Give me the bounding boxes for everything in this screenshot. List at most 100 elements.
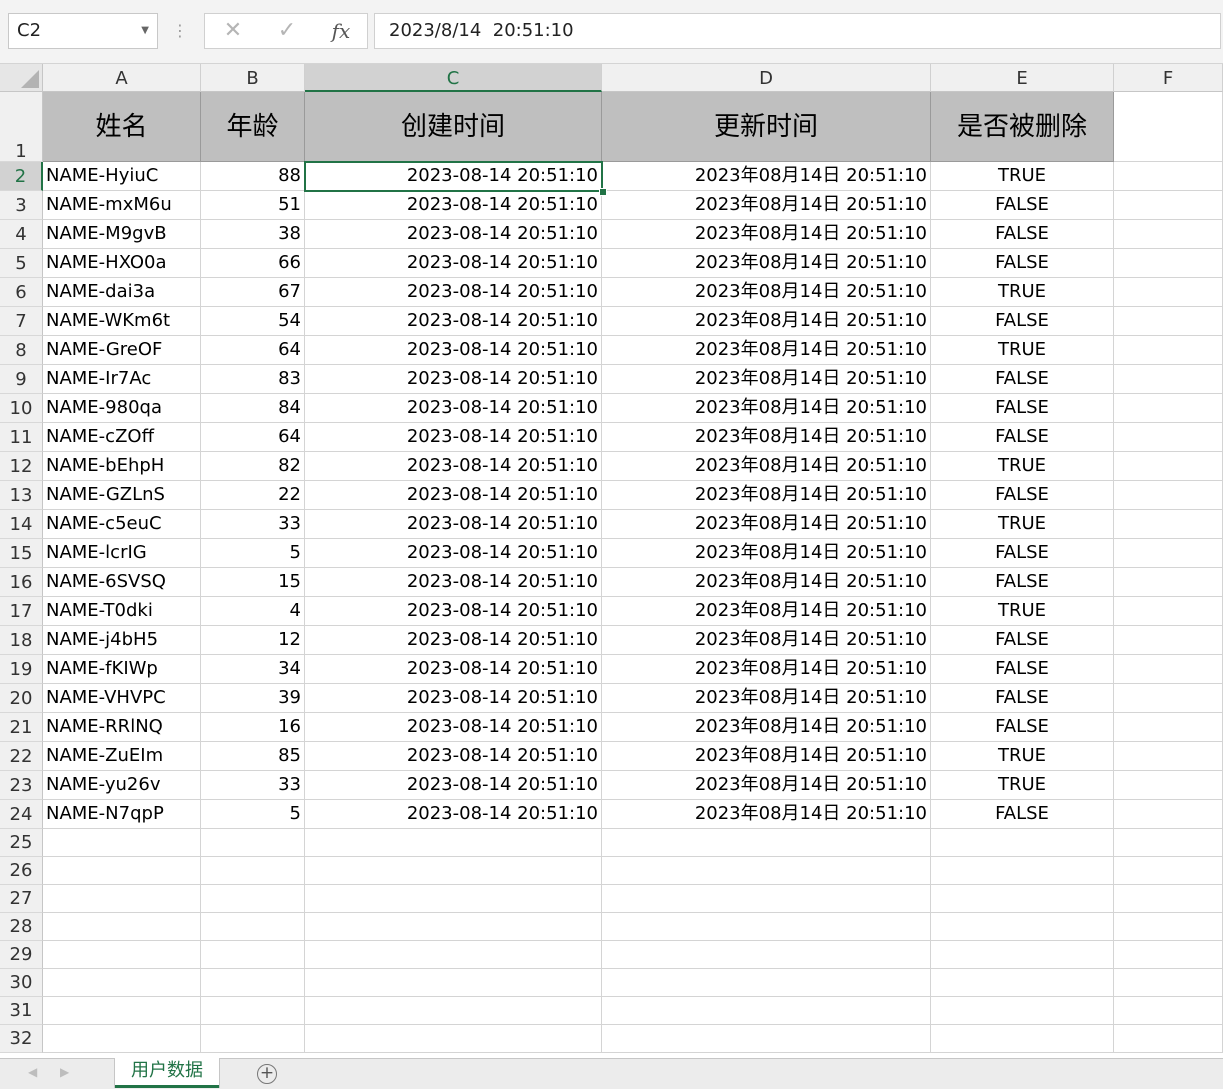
grid-cell[interactable]: 2023年08月14日 20:51:10 bbox=[602, 191, 931, 220]
grid-cell[interactable]: FALSE bbox=[931, 220, 1114, 249]
grid-cell[interactable]: FALSE bbox=[931, 365, 1114, 394]
grid-cell[interactable]: 85 bbox=[201, 742, 305, 771]
grid-cell[interactable] bbox=[1114, 597, 1223, 626]
grid-cell[interactable] bbox=[1114, 539, 1223, 568]
grid-cell[interactable]: 2023-08-14 20:51:10 bbox=[305, 162, 602, 191]
select-all-button[interactable] bbox=[0, 64, 43, 92]
row-header[interactable]: 2 bbox=[0, 162, 43, 191]
grid-cell[interactable]: NAME-ZuEIm bbox=[43, 742, 201, 771]
column-header-c[interactable]: C bbox=[305, 64, 602, 92]
row-header[interactable]: 14 bbox=[0, 510, 43, 539]
grid-cell[interactable]: NAME-Ir7Ac bbox=[43, 365, 201, 394]
grid-cell[interactable]: 2023-08-14 20:51:10 bbox=[305, 539, 602, 568]
grid-cell[interactable] bbox=[602, 969, 931, 997]
more-vertical-icon[interactable]: ⋮ bbox=[172, 21, 188, 40]
row-header[interactable]: 3 bbox=[0, 191, 43, 220]
grid-cell[interactable]: TRUE bbox=[931, 771, 1114, 800]
grid-cell[interactable]: 2023年08月14日 20:51:10 bbox=[602, 394, 931, 423]
grid-cell[interactable]: NAME-yu26v bbox=[43, 771, 201, 800]
grid-cell[interactable] bbox=[1114, 885, 1223, 913]
grid-cell[interactable] bbox=[1114, 220, 1223, 249]
grid-cell[interactable] bbox=[1114, 162, 1223, 191]
grid-cell[interactable]: NAME-HXO0a bbox=[43, 249, 201, 278]
grid-cell[interactable] bbox=[1114, 800, 1223, 829]
grid-cell[interactable]: 2023-08-14 20:51:10 bbox=[305, 568, 602, 597]
grid-cell[interactable]: 2023-08-14 20:51:10 bbox=[305, 336, 602, 365]
row-header[interactable]: 18 bbox=[0, 626, 43, 655]
grid-cell[interactable]: 2023-08-14 20:51:10 bbox=[305, 655, 602, 684]
grid-cell[interactable]: 66 bbox=[201, 249, 305, 278]
grid-cell[interactable] bbox=[602, 997, 931, 1025]
grid-cell[interactable]: 2023年08月14日 20:51:10 bbox=[602, 481, 931, 510]
grid-cell[interactable]: 2023-08-14 20:51:10 bbox=[305, 713, 602, 742]
grid-cell[interactable]: 2023-08-14 20:51:10 bbox=[305, 771, 602, 800]
grid-cell[interactable]: 83 bbox=[201, 365, 305, 394]
grid-cell[interactable]: NAME-WKm6t bbox=[43, 307, 201, 336]
grid-cell[interactable]: 16 bbox=[201, 713, 305, 742]
row-header[interactable]: 21 bbox=[0, 713, 43, 742]
grid-cell[interactable] bbox=[1114, 913, 1223, 941]
grid-cell[interactable]: FALSE bbox=[931, 713, 1114, 742]
grid-cell[interactable]: 2023-08-14 20:51:10 bbox=[305, 191, 602, 220]
header-cell[interactable]: 年龄 bbox=[201, 92, 305, 162]
grid-cell[interactable] bbox=[1114, 997, 1223, 1025]
grid-cell[interactable] bbox=[1114, 857, 1223, 885]
grid-cell[interactable] bbox=[1114, 1025, 1223, 1053]
grid-cell[interactable]: 2023-08-14 20:51:10 bbox=[305, 452, 602, 481]
grid-cell[interactable]: 2023-08-14 20:51:10 bbox=[305, 365, 602, 394]
grid-cell[interactable]: 2023-08-14 20:51:10 bbox=[305, 307, 602, 336]
grid-cell[interactable] bbox=[931, 969, 1114, 997]
grid-cell[interactable] bbox=[1114, 394, 1223, 423]
grid-cell[interactable] bbox=[1114, 969, 1223, 997]
grid-cell[interactable]: NAME-GZLnS bbox=[43, 481, 201, 510]
grid-cell[interactable]: 64 bbox=[201, 423, 305, 452]
grid-cell[interactable] bbox=[1114, 365, 1223, 394]
grid-cell[interactable] bbox=[305, 941, 602, 969]
grid-cell[interactable]: 2023年08月14日 20:51:10 bbox=[602, 510, 931, 539]
grid-cell[interactable] bbox=[201, 941, 305, 969]
grid-cell[interactable] bbox=[1114, 191, 1223, 220]
grid-cell[interactable] bbox=[931, 885, 1114, 913]
row-header[interactable]: 7 bbox=[0, 307, 43, 336]
worksheet-grid[interactable]: A B C D E F 1 2 3 4 5 6 7 8 9 10 11 12 13 14 15 16 17 18 19 20 21 2… bbox=[0, 64, 1223, 1058]
grid-cell[interactable]: 67 bbox=[201, 278, 305, 307]
header-cell[interactable]: 更新时间 bbox=[602, 92, 931, 162]
row-header[interactable]: 24 bbox=[0, 800, 43, 829]
grid-cell[interactable]: 2023-08-14 20:51:10 bbox=[305, 220, 602, 249]
grid-cell[interactable]: 51 bbox=[201, 191, 305, 220]
column-header-d[interactable]: D bbox=[602, 64, 931, 92]
grid-cell[interactable] bbox=[43, 969, 201, 997]
formula-input[interactable]: 2023/8/14 20:51:10 bbox=[374, 13, 1221, 49]
column-header-f[interactable]: F bbox=[1114, 64, 1223, 92]
insert-function-button[interactable]: fx bbox=[331, 19, 351, 43]
grid-cell[interactable]: FALSE bbox=[931, 568, 1114, 597]
grid-cell[interactable]: 2023-08-14 20:51:10 bbox=[305, 597, 602, 626]
grid-cell[interactable]: 2023年08月14日 20:51:10 bbox=[602, 452, 931, 481]
grid-cell[interactable]: 2023年08月14日 20:51:10 bbox=[602, 742, 931, 771]
grid-cell[interactable]: NAME-M9gvB bbox=[43, 220, 201, 249]
grid-cell[interactable]: 82 bbox=[201, 452, 305, 481]
grid-cell[interactable] bbox=[1114, 510, 1223, 539]
grid-cell[interactable]: 54 bbox=[201, 307, 305, 336]
column-header-b[interactable]: B bbox=[201, 64, 305, 92]
grid-cell[interactable] bbox=[931, 913, 1114, 941]
grid-cell[interactable]: 2023年08月14日 20:51:10 bbox=[602, 539, 931, 568]
column-header-e[interactable]: E bbox=[931, 64, 1114, 92]
grid-cell[interactable] bbox=[1114, 481, 1223, 510]
grid-cell[interactable] bbox=[43, 1025, 201, 1053]
header-cell[interactable]: 是否被删除 bbox=[931, 92, 1114, 162]
row-header[interactable]: 8 bbox=[0, 336, 43, 365]
row-header[interactable]: 23 bbox=[0, 771, 43, 800]
column-header-a[interactable]: A bbox=[43, 64, 201, 92]
grid-cell[interactable]: NAME-cZOff bbox=[43, 423, 201, 452]
grid-cell[interactable]: NAME-j4bH5 bbox=[43, 626, 201, 655]
grid-cell[interactable] bbox=[602, 913, 931, 941]
grid-cell[interactable]: NAME-N7qpP bbox=[43, 800, 201, 829]
grid-cell[interactable]: NAME-6SVSQ bbox=[43, 568, 201, 597]
row-header[interactable]: 4 bbox=[0, 220, 43, 249]
header-cell[interactable]: 创建时间 bbox=[305, 92, 602, 162]
grid-cell[interactable]: FALSE bbox=[931, 191, 1114, 220]
grid-cell[interactable]: NAME-980qa bbox=[43, 394, 201, 423]
grid-cell[interactable] bbox=[931, 1025, 1114, 1053]
grid-cell[interactable]: FALSE bbox=[931, 626, 1114, 655]
